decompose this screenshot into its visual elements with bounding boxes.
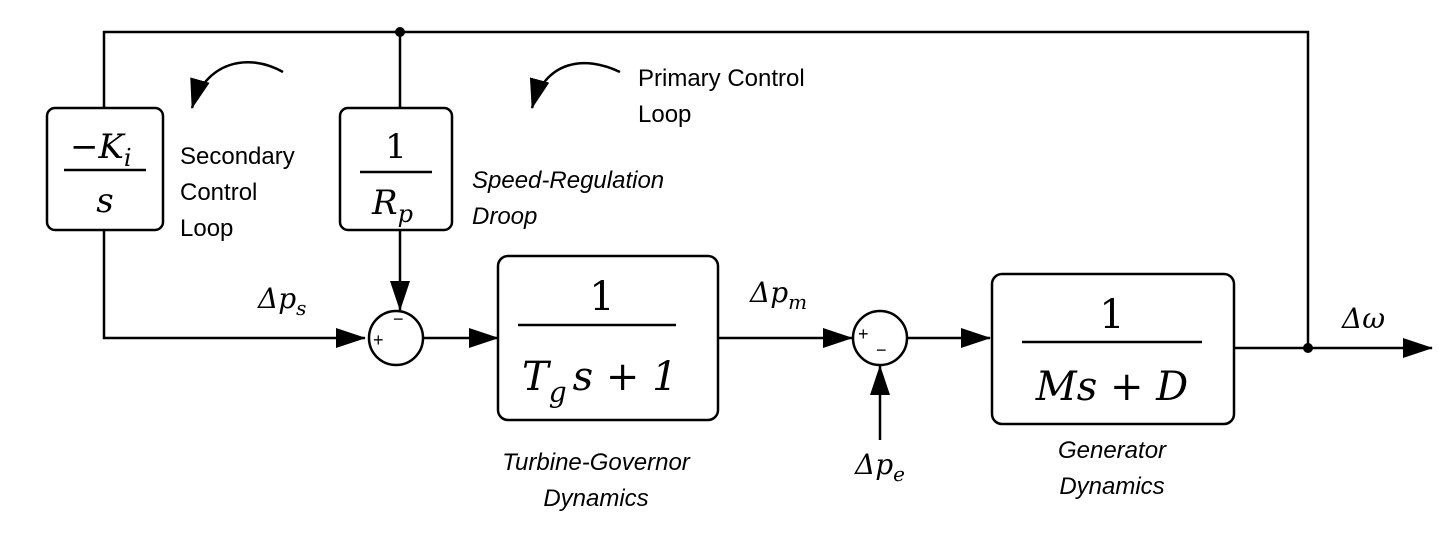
svg-text:Turbine-Governor: Turbine-Governor bbox=[502, 449, 691, 476]
svg-text:Dynamics: Dynamics bbox=[1059, 473, 1164, 500]
turbine-governor-block: 1 Tg s + 1 bbox=[496, 254, 720, 422]
integrator-denominator: s bbox=[96, 181, 113, 221]
svg-text:Loop: Loop bbox=[638, 101, 691, 128]
feedback-wires bbox=[102, 27, 1310, 348]
sum1-minus-sign: − bbox=[393, 309, 404, 329]
turbine-label: Turbine-Governor Dynamics bbox=[502, 449, 691, 512]
signal-delta-pm: Δpm bbox=[749, 276, 807, 314]
wire-secondary-to-sum1 bbox=[102, 230, 366, 348]
svg-text:Primary Control: Primary Control bbox=[638, 65, 805, 92]
primary-loop-arrow-icon bbox=[529, 61, 621, 109]
generator-denominator: Ms + D bbox=[1035, 364, 1189, 410]
sum2-minus-sign: − bbox=[876, 340, 887, 360]
droop-denominator: Rp bbox=[371, 183, 413, 228]
turbine-numerator: 1 bbox=[589, 274, 614, 320]
sum1-plus-sign: + bbox=[373, 330, 384, 350]
secondary-loop-label: Secondary Control Loop bbox=[180, 143, 295, 242]
signal-delta-ps: Δps bbox=[257, 282, 306, 320]
output-junction-dot bbox=[1303, 343, 1313, 353]
generator-label: Generator Dynamics bbox=[1058, 437, 1167, 500]
droop-block: 1 Rp bbox=[338, 106, 454, 232]
feedback-line bbox=[102, 30, 1310, 348]
generator-block: 1 Ms + D bbox=[990, 272, 1236, 426]
svg-text:Speed-Regulation: Speed-Regulation bbox=[472, 167, 664, 194]
signal-delta-pe: Δpe bbox=[854, 448, 905, 486]
svg-text:Dynamics: Dynamics bbox=[543, 485, 648, 512]
svg-text:Droop: Droop bbox=[472, 203, 537, 230]
droop-numerator: 1 bbox=[385, 127, 407, 167]
svg-text:Secondary: Secondary bbox=[180, 143, 295, 170]
generator-numerator: 1 bbox=[1099, 292, 1124, 338]
summing-junction-1: + − bbox=[367, 309, 425, 367]
droop-label: Speed-Regulation Droop bbox=[472, 167, 664, 230]
svg-text:Control: Control bbox=[180, 179, 257, 206]
secondary-loop-arrow-icon bbox=[190, 60, 284, 109]
integrator-numerator: −Ki bbox=[70, 127, 132, 172]
signal-delta-omega: Δω bbox=[1341, 302, 1385, 335]
svg-text:Loop: Loop bbox=[180, 215, 233, 242]
top-junction-dot bbox=[395, 27, 405, 37]
sum2-plus-sign: + bbox=[858, 324, 869, 344]
summing-junction-2: + − bbox=[851, 309, 909, 367]
integrator-block: −Ki s bbox=[45, 106, 165, 232]
svg-text:Generator: Generator bbox=[1058, 437, 1167, 464]
primary-loop-label: Primary Control Loop bbox=[638, 65, 805, 128]
turbine-denominator: Tg s + 1 bbox=[522, 354, 678, 409]
